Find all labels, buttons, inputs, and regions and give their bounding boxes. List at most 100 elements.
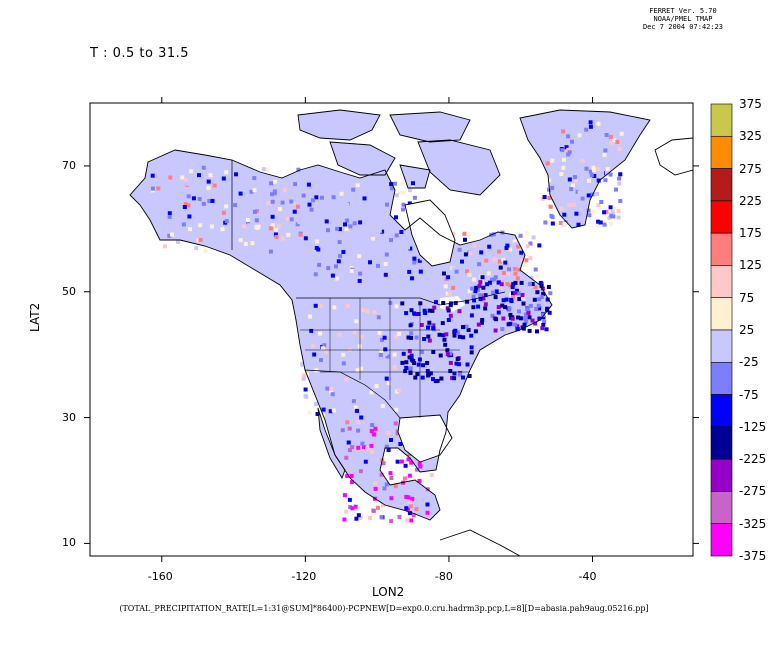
anomaly-cell: [372, 310, 377, 315]
anomaly-cell: [524, 319, 529, 324]
anomaly-cell: [529, 275, 534, 280]
anomaly-cell: [175, 240, 180, 245]
anomaly-cell: [365, 342, 369, 347]
landmass-6: [330, 142, 395, 175]
anomaly-cell: [289, 199, 294, 204]
anomaly-cell: [404, 506, 409, 511]
anomaly-cell: [197, 173, 201, 178]
anomaly-cell: [340, 428, 345, 433]
anomaly-cell: [483, 306, 488, 311]
anomaly-cell: [522, 322, 527, 327]
anomaly-cell: [457, 334, 462, 339]
anomaly-cell: [272, 189, 277, 194]
hudson-bay-coast: [404, 199, 456, 267]
anomaly-cell: [310, 232, 315, 237]
anomaly-cell: [178, 213, 183, 218]
anomaly-cell: [591, 165, 596, 170]
anomaly-cell: [447, 291, 452, 296]
y-tick-label: 10: [62, 536, 76, 550]
anomaly-cell: [409, 518, 414, 523]
anomaly-cell: [431, 350, 436, 354]
anomaly-cell: [335, 226, 340, 231]
anomaly-cell: [338, 254, 343, 259]
anomaly-cell: [476, 304, 481, 309]
anomaly-cell: [507, 267, 511, 272]
anomaly-cell: [337, 218, 342, 223]
anomaly-cell: [206, 179, 211, 184]
anomaly-cell: [496, 280, 501, 285]
anomaly-cell: [298, 232, 303, 237]
colorbar-label: 225: [739, 193, 762, 208]
anomaly-cell: [584, 127, 589, 132]
anomaly-cell: [527, 328, 532, 333]
anomaly-cell: [569, 187, 574, 192]
anomaly-cell: [571, 202, 576, 207]
anomaly-cell: [487, 280, 492, 285]
anomaly-cell: [347, 426, 352, 431]
anomaly-cell: [380, 229, 385, 234]
anomaly-cell: [451, 285, 456, 290]
colorbar-label: -325: [739, 516, 767, 531]
anomaly-cell: [319, 358, 323, 363]
anomaly-cell: [487, 244, 492, 249]
anomaly-cell: [604, 209, 609, 214]
colorbar: [710, 103, 733, 557]
anomaly-cell: [550, 185, 555, 190]
anomaly-cell: [304, 394, 309, 399]
anomaly-cell: [524, 258, 529, 263]
anomaly-cell: [382, 342, 386, 347]
anomaly-cell: [325, 386, 330, 391]
anomaly-cell: [378, 352, 383, 357]
anomaly-cell: [341, 361, 346, 366]
anomaly-cell: [415, 372, 420, 377]
colorbar-label: 325: [739, 129, 762, 144]
landmass-7: [400, 165, 430, 188]
anomaly-cell: [404, 360, 409, 365]
anomaly-cell: [351, 399, 356, 404]
anomaly-cell: [254, 218, 259, 223]
anomaly-cell: [539, 284, 544, 288]
ferret-date: Dec 7 2004 07:42:23: [642, 23, 724, 31]
anomaly-cell: [324, 349, 329, 354]
anomaly-cell: [187, 214, 192, 219]
anomaly-cell: [492, 277, 497, 282]
anomaly-cell: [503, 305, 507, 310]
anomaly-cell: [523, 312, 528, 317]
anomaly-cell: [389, 476, 394, 480]
anomaly-cell: [224, 204, 229, 209]
anomaly-cell: [525, 244, 530, 249]
anomaly-cell: [472, 243, 477, 248]
plot-frame: [89, 102, 694, 557]
anomaly-cell: [370, 450, 374, 454]
anomaly-cell: [399, 230, 404, 234]
anomaly-cell: [506, 271, 511, 276]
anomaly-cell: [318, 303, 323, 308]
anomaly-cell: [414, 335, 419, 340]
anomaly-cell: [357, 278, 362, 283]
anomaly-cell: [412, 256, 417, 261]
anomaly-cell: [386, 381, 391, 386]
colorbar-label: -25: [739, 355, 759, 370]
anomaly-cell: [422, 308, 427, 313]
anomaly-cell: [558, 221, 563, 225]
anomaly-cell: [378, 343, 383, 348]
anomaly-cell: [350, 445, 355, 450]
y-tick-label: 30: [62, 410, 76, 424]
anomaly-cell: [341, 250, 346, 254]
colorbar-swatch: [710, 168, 733, 202]
anomaly-cell: [390, 267, 395, 271]
anomaly-cell: [328, 380, 333, 385]
anomaly-cell: [500, 303, 505, 308]
anomaly-cell: [517, 267, 522, 272]
anomaly-cell: [474, 285, 479, 290]
anomaly-cell: [346, 342, 351, 347]
anomaly-cell: [438, 353, 443, 358]
anomaly-cell: [336, 189, 341, 194]
anomaly-cell: [360, 441, 365, 446]
anomaly-cell: [540, 286, 545, 291]
y-tick-label: 50: [62, 284, 76, 298]
anomaly-cell: [280, 236, 285, 241]
anomaly-cell: [519, 280, 524, 285]
anomaly-cell: [270, 214, 275, 219]
anomaly-cell: [596, 178, 601, 183]
